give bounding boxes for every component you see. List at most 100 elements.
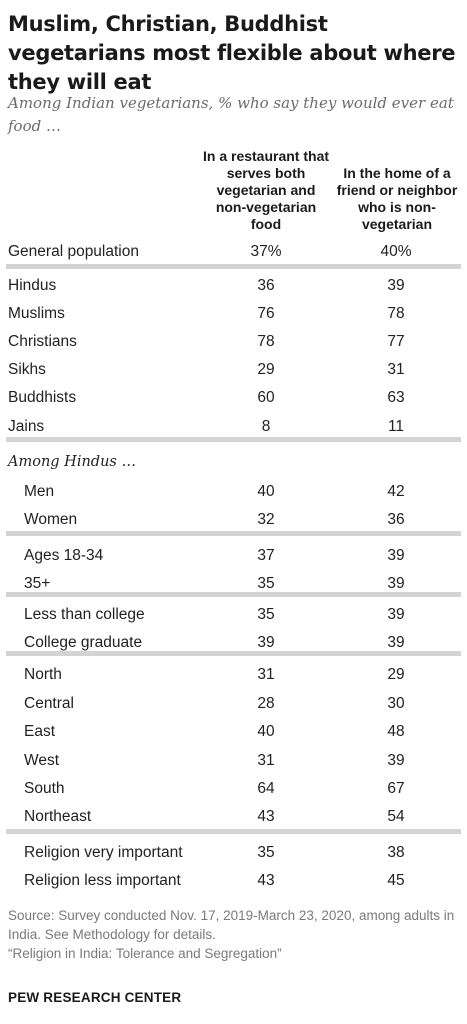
table-row: Jains 8 11: [0, 413, 467, 441]
value-restaurant: 29: [257, 361, 275, 378]
table-row: Central 28 30: [0, 690, 467, 718]
row-label: Religion less important: [24, 872, 181, 889]
value-restaurant: 35: [257, 606, 275, 623]
row-label: Central: [24, 695, 74, 712]
value-restaurant: 40: [257, 483, 275, 500]
table-row: Ages 18-34 37 39: [0, 542, 467, 570]
value-friend-home: 30: [387, 695, 405, 712]
table-row: 35+ 35 39: [0, 570, 467, 598]
table-row: Religion less important 43 45: [0, 867, 467, 895]
row-label: Religion very important: [24, 844, 183, 861]
row-label: Ages 18-34: [24, 547, 104, 564]
table-row: Hindus 36 39: [0, 272, 467, 300]
row-label: West: [24, 752, 60, 769]
row-label: Christians: [8, 333, 77, 350]
value-restaurant: 60: [257, 389, 275, 406]
value-restaurant: 40: [257, 723, 275, 740]
value-restaurant: 37: [257, 547, 275, 564]
chart-title: Muslim, Christian, Buddhist vegetarians …: [8, 12, 456, 94]
row-label: Less than college: [24, 606, 145, 623]
value-friend-home: 48: [387, 723, 405, 740]
value-friend-home: 31: [387, 361, 405, 378]
row-label: Women: [24, 511, 78, 528]
report-title: “Religion in India: Tolerance and Segreg…: [8, 946, 282, 961]
value-friend-home: 39: [387, 752, 405, 769]
table-row: South 64 67: [0, 775, 467, 803]
value-friend-home: 38: [387, 844, 405, 861]
value-friend-home: 39: [387, 634, 405, 651]
row-label: Men: [24, 483, 55, 500]
value-friend-home: 45: [387, 872, 405, 889]
table-row: North 31 29: [0, 661, 467, 689]
brand-logo-text: PEW RESEARCH CENTER: [8, 990, 182, 1005]
row-label: North: [24, 666, 62, 683]
value-restaurant: 35: [257, 844, 275, 861]
value-restaurant: 78: [257, 333, 275, 350]
value-restaurant: 76: [257, 305, 275, 322]
row-label: College graduate: [24, 634, 143, 651]
row-label: General population: [8, 243, 139, 260]
table-row: West 31 39: [0, 747, 467, 775]
table-row: Christians 78 77: [0, 328, 467, 356]
value-restaurant: 8: [261, 418, 271, 435]
value-restaurant: 35: [257, 575, 275, 592]
value-friend-home: 39: [387, 547, 405, 564]
value-friend-home: 39: [387, 277, 405, 294]
row-label: Northeast: [24, 808, 92, 825]
value-restaurant: 36: [257, 277, 275, 294]
table-row: Northeast 43 54: [0, 803, 467, 831]
table-row: Less than college 35 39: [0, 601, 467, 629]
table-row: Women 32 36: [0, 506, 467, 534]
value-friend-home: 77: [387, 333, 405, 350]
value-friend-home: 29: [387, 666, 405, 683]
table-row: Buddhists 60 63: [0, 384, 467, 412]
value-restaurant: 32: [257, 511, 275, 528]
value-friend-home: 39: [387, 575, 405, 592]
table-row: Religion very important 35 38: [0, 839, 467, 867]
row-label: Hindus: [8, 277, 57, 294]
value-restaurant: 64: [257, 780, 275, 797]
value-friend-home: 54: [387, 808, 405, 825]
row-separator: [6, 437, 461, 442]
value-friend-home: 42: [387, 483, 405, 500]
column-header-friend-home: In the home of a friend or neighbor who …: [336, 165, 458, 232]
row-label: 35+: [24, 575, 51, 592]
source-text: Source: Survey conducted Nov. 17, 2019-M…: [8, 908, 455, 942]
row-label: Sikhs: [8, 361, 46, 378]
value-restaurant: 39: [257, 634, 275, 651]
table-row: Sikhs 29 31: [0, 356, 467, 384]
row-separator: [6, 592, 461, 597]
table-row: General population 37% 40%: [0, 238, 467, 266]
value-friend-home: 67: [387, 780, 405, 797]
table-row: East 40 48: [0, 718, 467, 746]
value-friend-home: 40%: [380, 243, 412, 260]
section-label-row: Among Hindus …: [0, 449, 467, 477]
value-restaurant: 28: [257, 695, 275, 712]
value-restaurant: 43: [257, 872, 275, 889]
row-label: East: [24, 723, 56, 740]
table-row: Men 40 42: [0, 478, 467, 506]
value-friend-home: 78: [387, 305, 405, 322]
row-label: Buddhists: [8, 389, 77, 406]
row-label: Muslims: [8, 305, 65, 322]
row-separator: [6, 264, 461, 269]
value-restaurant: 31: [257, 752, 275, 769]
row-separator: [6, 531, 461, 536]
column-header-restaurant: In a restaurant that serves both vegetar…: [202, 148, 330, 232]
row-label: Jains: [8, 418, 45, 435]
value-friend-home: 63: [387, 389, 405, 406]
value-restaurant: 37%: [250, 243, 282, 260]
table-row: Muslims 76 78: [0, 300, 467, 328]
source-note: Source: Survey conducted Nov. 17, 2019-M…: [8, 906, 460, 963]
row-label: South: [24, 780, 65, 797]
section-label: Among Hindus …: [8, 454, 136, 470]
row-separator: [6, 829, 461, 834]
value-friend-home: 11: [387, 418, 405, 435]
value-friend-home: 39: [387, 606, 405, 623]
value-restaurant: 43: [257, 808, 275, 825]
chart-subtitle: Among Indian vegetarians, % who say they…: [8, 94, 454, 135]
value-friend-home: 36: [387, 511, 405, 528]
value-restaurant: 31: [257, 666, 275, 683]
row-separator: [6, 651, 461, 656]
table-row: College graduate 39 39: [0, 629, 467, 657]
